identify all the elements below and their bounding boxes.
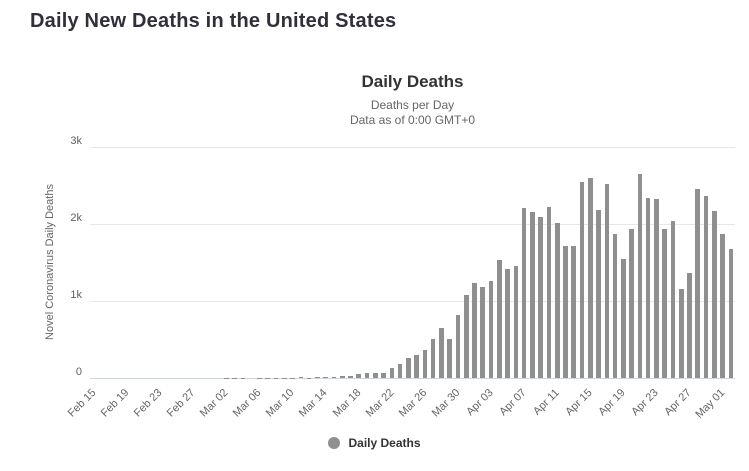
x-tick-label-mar-22: Mar 22 xyxy=(363,386,397,420)
x-tick-label-apr-27: Apr 27 xyxy=(662,386,694,419)
x-tick-label-apr-23: Apr 23 xyxy=(629,386,661,419)
bar-mar-13[interactable] xyxy=(315,377,320,378)
bar-apr-23[interactable] xyxy=(654,199,659,378)
chart-plot-area: 0 1k 2k 3k Feb 15 Feb 19 Feb 23 Feb 27 Mar 02 Mar… xyxy=(66,135,735,421)
bar-apr-08[interactable] xyxy=(530,212,535,378)
bar-may-01[interactable] xyxy=(720,233,725,378)
bar-apr-01[interactable] xyxy=(472,282,477,378)
bar-apr-20[interactable] xyxy=(629,229,634,378)
x-tick-label-feb-15: Feb 15 xyxy=(65,386,99,420)
bar-mar-25[interactable] xyxy=(414,354,419,378)
y-tick-label-1k: 1k xyxy=(70,289,82,301)
bar-mar-11[interactable] xyxy=(298,377,304,378)
x-tick-label-feb-23: Feb 23 xyxy=(131,386,165,420)
bar-mar-22[interactable] xyxy=(389,368,395,378)
y-axis-title: Novel Coronavirus Daily Deaths xyxy=(44,184,56,340)
bar-apr-28[interactable] xyxy=(695,189,701,378)
bar-apr-24[interactable] xyxy=(662,228,667,378)
bar-mar-30[interactable] xyxy=(455,314,461,378)
bar-mar-15[interactable] xyxy=(331,377,337,378)
gridline-1k xyxy=(90,301,735,302)
bar-mar-14[interactable] xyxy=(323,377,328,378)
y-tick-label-2k: 2k xyxy=(70,212,82,224)
x-tick-label-apr-19: Apr 19 xyxy=(596,386,628,419)
x-tick-label-mar-02: Mar 02 xyxy=(197,386,231,420)
bar-apr-05[interactable] xyxy=(505,268,510,378)
x-tick-label-mar-26: Mar 26 xyxy=(396,386,430,420)
bar-apr-14[interactable] xyxy=(579,182,585,378)
x-tick-label-mar-14: Mar 14 xyxy=(297,386,330,420)
x-tick-label-apr-11: Apr 11 xyxy=(530,386,562,418)
bar-apr-04[interactable] xyxy=(497,260,502,378)
x-tick-label-mar-10: Mar 10 xyxy=(264,386,297,420)
bar-apr-13[interactable] xyxy=(571,246,577,378)
bar-mar-23[interactable] xyxy=(397,364,403,378)
bar-apr-02[interactable] xyxy=(480,287,486,378)
bar-apr-25[interactable] xyxy=(670,220,676,378)
bar-apr-07[interactable] xyxy=(521,208,527,378)
bar-mar-20[interactable] xyxy=(372,373,378,378)
bar-apr-26[interactable] xyxy=(678,289,684,378)
bar-mar-27[interactable] xyxy=(430,339,436,378)
bar-apr-09[interactable] xyxy=(538,217,543,378)
x-tick-label-may-01: May 01 xyxy=(692,386,727,421)
bar-apr-30[interactable] xyxy=(712,210,717,378)
bar-apr-12[interactable] xyxy=(563,246,568,378)
y-tick-label-0: 0 xyxy=(75,366,82,378)
y-tick-label-3k: 3k xyxy=(70,135,82,147)
bar-mar-19[interactable] xyxy=(364,373,370,378)
bar-apr-10[interactable] xyxy=(546,207,552,378)
legend-marker-icon xyxy=(328,437,341,449)
legend-item-daily-deaths[interactable]: Daily Deaths xyxy=(0,436,749,450)
legend-label: Daily Deaths xyxy=(348,436,421,450)
x-tick-label-feb-19: Feb 19 xyxy=(98,386,132,420)
bar-apr-27[interactable] xyxy=(687,272,692,378)
bar-apr-29[interactable] xyxy=(703,195,709,378)
bar-apr-19[interactable] xyxy=(621,258,626,378)
bar-mar-31[interactable] xyxy=(463,294,469,378)
bar-mar-16[interactable] xyxy=(339,376,345,378)
x-tick-label-mar-06: Mar 06 xyxy=(231,386,264,420)
bar-apr-06[interactable] xyxy=(513,265,519,378)
bar-apr-03[interactable] xyxy=(488,280,494,378)
x-tick-label-apr-07: Apr 07 xyxy=(496,386,529,419)
x-axis-line xyxy=(90,378,735,379)
bar-mar-24[interactable] xyxy=(406,358,411,378)
bar-mar-18[interactable] xyxy=(356,373,362,378)
x-tick-label-apr-15: Apr 15 xyxy=(563,386,595,419)
bar-mar-17[interactable] xyxy=(348,375,353,378)
bar-apr-21[interactable] xyxy=(637,173,643,378)
page-title: Daily New Deaths in the United States xyxy=(30,10,397,32)
chart-subtitle-line1: Deaths per Day xyxy=(370,98,455,112)
x-tick-label-mar-18: Mar 18 xyxy=(330,386,363,420)
gridline-3k xyxy=(90,147,735,148)
bar-apr-18[interactable] xyxy=(612,234,618,378)
x-tick-label-apr-03: Apr 03 xyxy=(463,386,496,419)
gridline-2k xyxy=(90,224,735,225)
x-tick-label-mar-30: Mar 30 xyxy=(429,386,463,420)
bar-mar-28[interactable] xyxy=(439,327,444,378)
bar-apr-16[interactable] xyxy=(596,209,601,378)
bar-apr-22[interactable] xyxy=(645,198,651,378)
bar-mar-26[interactable] xyxy=(422,350,428,378)
bar-apr-15[interactable] xyxy=(587,177,593,378)
chart-title: Daily Deaths xyxy=(361,72,464,91)
bar-apr-17[interactable] xyxy=(604,184,610,378)
bar-mar-21[interactable] xyxy=(381,373,386,378)
chart-subtitle-line2: Data as of 0:00 GMT+0 xyxy=(349,113,476,127)
bar-may-02[interactable] xyxy=(728,248,734,378)
bar-apr-11[interactable] xyxy=(554,223,560,378)
x-tick-label-feb-27: Feb 27 xyxy=(164,386,198,420)
bar-mar-29[interactable] xyxy=(447,339,452,378)
